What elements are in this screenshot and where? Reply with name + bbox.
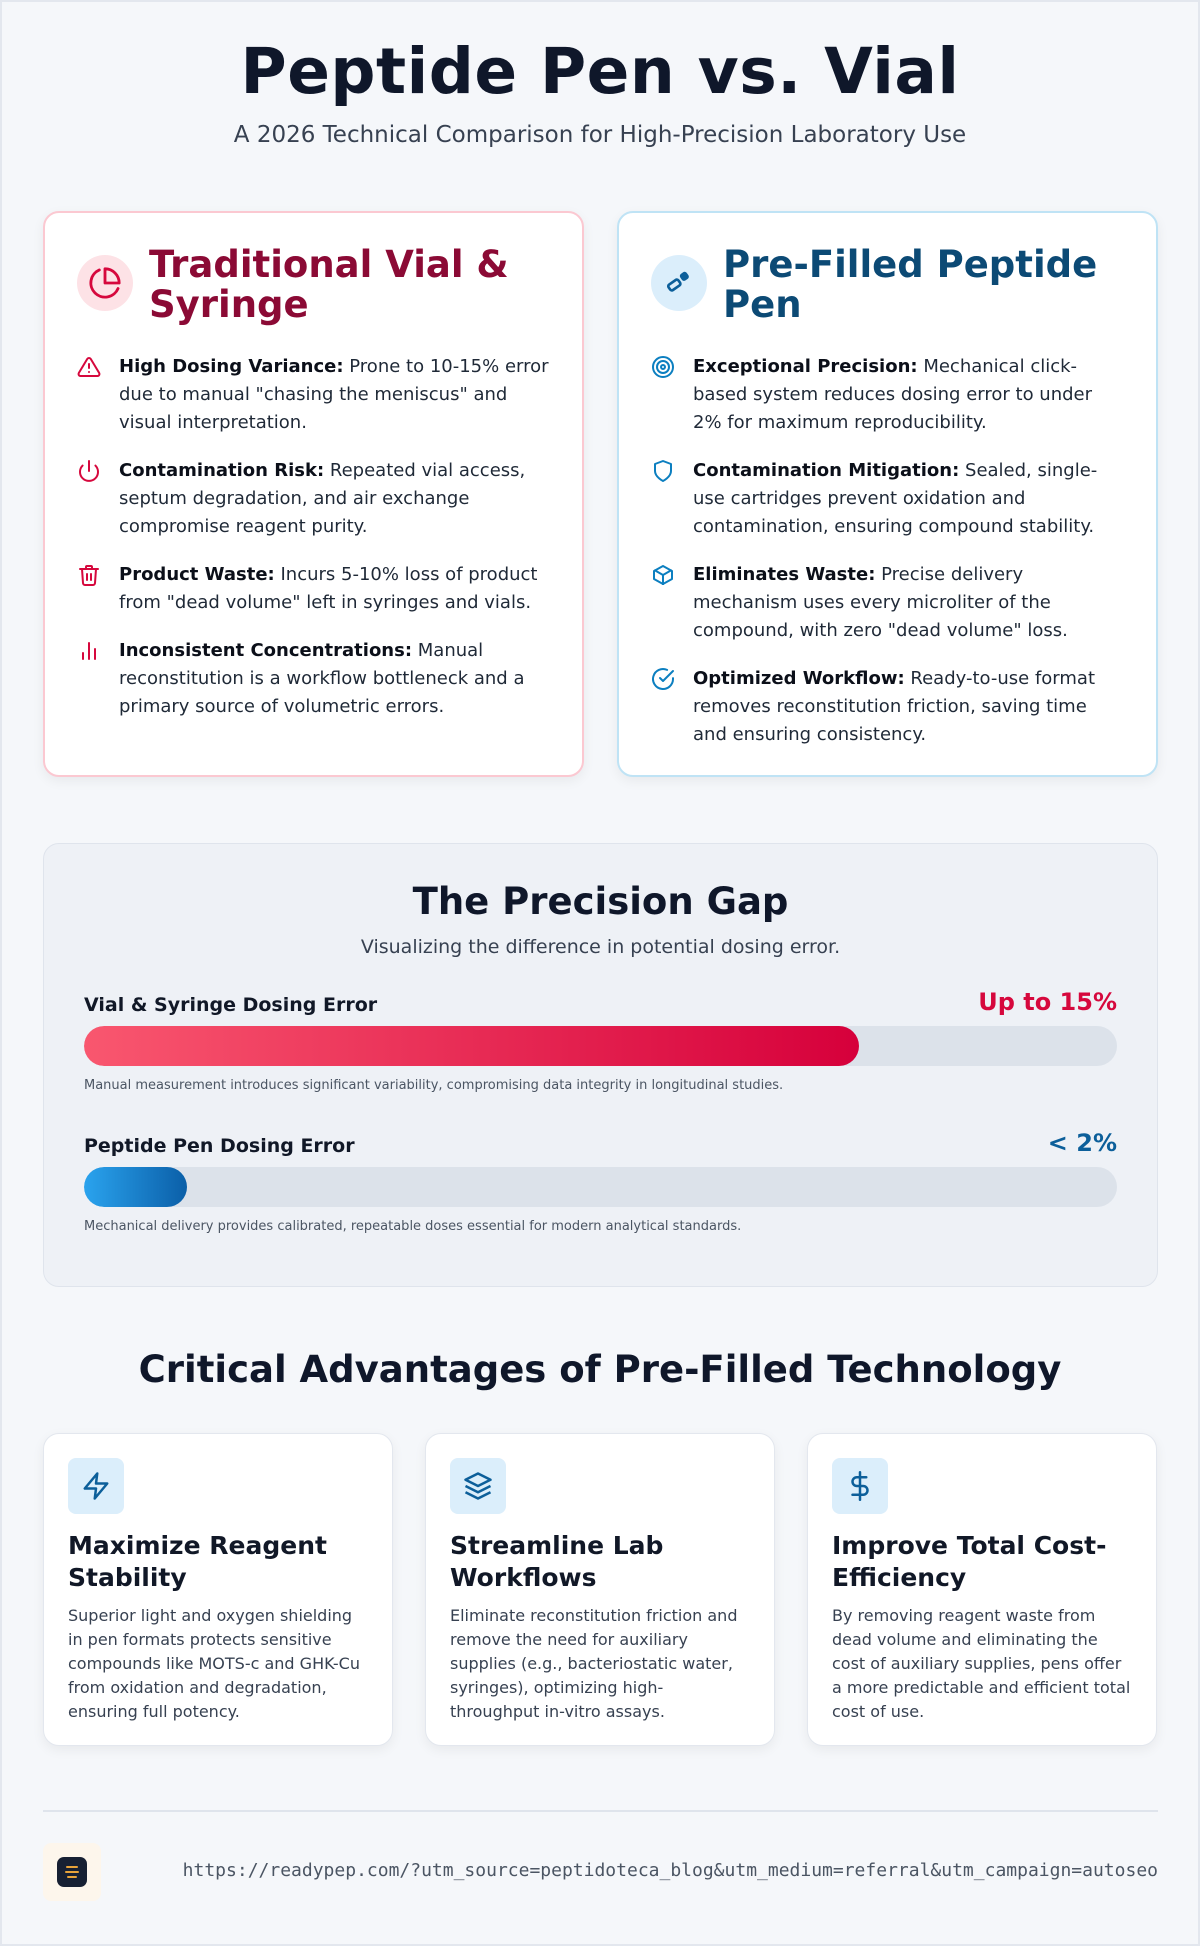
item-label: Exceptional Precision: (693, 356, 918, 377)
pen-card-title: Pre-Filled Peptide Pen (723, 243, 1098, 326)
footer-divider (43, 1810, 1158, 1812)
pen-error-bar-fill (84, 1167, 188, 1207)
vial-item: Inconsistent Concentrations: Manual reco… (77, 637, 550, 721)
pen-item: Contamination Mitigation: Sealed, single… (651, 457, 1124, 541)
advantage-text: Superior light and oxygen shielding in p… (68, 1606, 360, 1721)
bar-note: Mechanical delivery provides calibrated,… (84, 1219, 742, 1234)
advantage-card-cost: Improve Total Cost-Efficiency By removin… (807, 1433, 1157, 1746)
advantage-card-stability: Maximize Reagent Stability Superior ligh… (43, 1433, 393, 1746)
item-label: Optimized Workflow: (693, 668, 905, 689)
warning-triangle-icon (77, 355, 103, 381)
item-label: High Dosing Variance: (119, 356, 344, 377)
shield-icon (651, 459, 677, 485)
bar-value: < 2% (1047, 1129, 1117, 1157)
item-description: Mechanical click-based system reduces do… (693, 356, 1093, 433)
pen-item: Exceptional Precision: Mechanical click-… (651, 353, 1124, 437)
vial-error-bar-row: Vial & Syringe Dosing Error Up to 15% Ma… (84, 988, 1117, 1093)
layers-icon (450, 1458, 506, 1514)
item-label: Contamination Risk: (119, 460, 325, 481)
advantages-title: Critical Advantages of Pre-Filled Techno… (138, 1348, 1062, 1391)
item-label: Inconsistent Concentrations: (119, 640, 413, 661)
vial-item: High Dosing Variance: Prone to 10-15% er… (77, 353, 550, 437)
item-label: Eliminates Waste: (693, 564, 876, 585)
item-description: Ready-to-use format removes reconstituti… (693, 668, 1096, 745)
pen-error-bar-row: Peptide Pen Dosing Error < 2% Mechanical… (84, 1129, 1117, 1234)
check-circle-icon (651, 667, 677, 693)
page-header: Peptide Pen vs. Vial A 2026 Technical Co… (0, 34, 1200, 148)
bar-label: Vial & Syringe Dosing Error (84, 994, 378, 1016)
page-title: Peptide Pen vs. Vial (240, 35, 960, 108)
pen-comparison-card: Pre-Filled Peptide Pen Exceptional Preci… (617, 211, 1158, 777)
advantage-title: Maximize Reagent Stability (68, 1531, 327, 1592)
precision-gap-title: The Precision Gap (412, 880, 789, 923)
target-icon (651, 355, 677, 381)
brand-logo-icon[interactable] (43, 1843, 101, 1901)
item-description: Prone to 10-15% error due to manual "cha… (119, 356, 549, 433)
bar-note: Manual measurement introduces significan… (84, 1078, 784, 1093)
precision-gap-section: The Precision Gap Visualizing the differ… (43, 843, 1158, 1287)
vial-card-title: Traditional Vial & Syringe (149, 243, 509, 326)
advantage-card-workflow: Streamline Lab Workflows Eliminate recon… (425, 1433, 775, 1746)
power-icon (77, 459, 103, 485)
vial-error-bar-fill (84, 1026, 859, 1066)
page-subtitle: A 2026 Technical Comparison for High-Pre… (233, 122, 967, 148)
bar-chart-icon (77, 639, 103, 665)
pen-item: Optimized Workflow: Ready-to-use format … (651, 665, 1124, 749)
item-label: Product Waste: (119, 564, 275, 585)
item-description: Sealed, single-use cartridges prevent ox… (693, 460, 1098, 537)
precision-gap-subtitle: Visualizing the difference in potential … (360, 936, 841, 958)
cube-icon (651, 563, 677, 589)
vial-item: Product Waste: Incurs 5-10% loss of prod… (77, 561, 550, 617)
pen-icon (651, 255, 707, 311)
advantage-text: Eliminate reconstitution friction and re… (450, 1606, 738, 1721)
item-description: Incurs 5-10% loss of product from "dead … (119, 564, 538, 613)
item-description: Repeated vial access, septum degradation… (119, 460, 526, 537)
footer-url-link[interactable]: https://readypep.com/?utm_source=peptido… (182, 1860, 1158, 1881)
bar-value: Up to 15% (978, 988, 1117, 1016)
progress-track (84, 1026, 1117, 1066)
dollar-icon (832, 1458, 888, 1514)
vial-item: Contamination Risk: Repeated vial access… (77, 457, 550, 541)
advantage-title: Improve Total Cost-Efficiency (832, 1531, 1107, 1592)
bar-label: Peptide Pen Dosing Error (84, 1135, 355, 1157)
advantage-title: Streamline Lab Workflows (450, 1531, 664, 1592)
pen-item: Eliminates Waste: Precise delivery mecha… (651, 561, 1124, 645)
item-description: Precise delivery mechanism uses every mi… (693, 564, 1068, 641)
lightning-icon (68, 1458, 124, 1514)
item-label: Contamination Mitigation: (693, 460, 960, 481)
pie-chart-icon (77, 255, 133, 311)
trash-icon (77, 563, 103, 589)
vial-comparison-card: Traditional Vial & Syringe High Dosing V… (43, 211, 584, 777)
progress-track (84, 1167, 1117, 1207)
item-description: Manual reconstitution is a workflow bott… (119, 640, 525, 717)
advantage-text: By removing reagent waste from dead volu… (832, 1606, 1131, 1721)
